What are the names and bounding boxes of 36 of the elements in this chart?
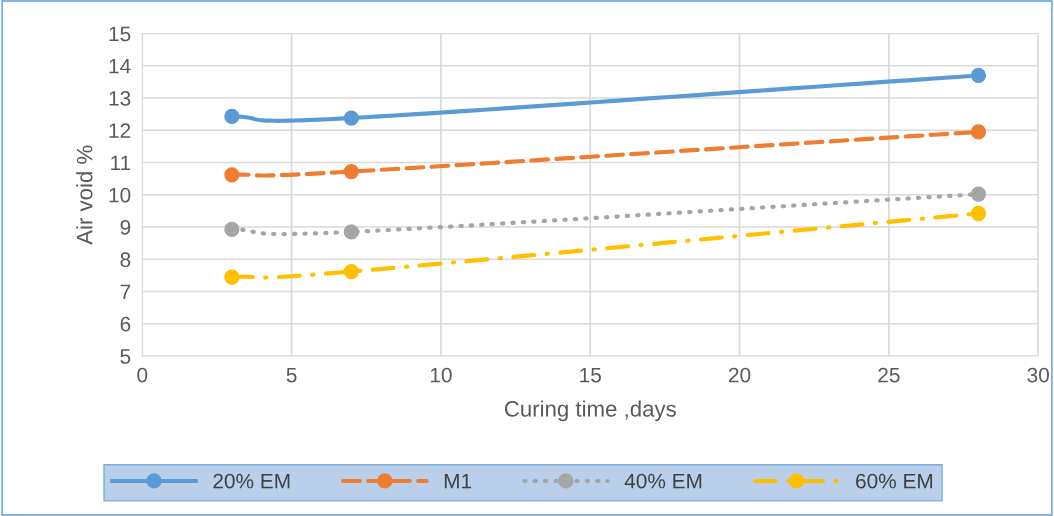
point	[970, 186, 987, 202]
y-tick-label: 6	[120, 316, 131, 332]
y-tick-label: 5	[120, 349, 131, 364]
point	[970, 67, 987, 84]
x-tick-label: 30	[1027, 367, 1049, 383]
x-tick-label: 0	[137, 367, 148, 383]
point	[343, 224, 359, 240]
x-tick-label: 5	[286, 367, 297, 383]
y-tick-label: 10	[109, 187, 131, 203]
point	[224, 167, 240, 183]
x-tick-label: 15	[580, 367, 601, 383]
legend-label: 60% EM	[856, 473, 933, 489]
point	[343, 163, 359, 180]
point	[970, 205, 987, 222]
x-axis-title: Curing time ,days	[504, 400, 676, 422]
legend-label: 20% EM	[213, 473, 290, 489]
y-tick-label: 13	[109, 91, 131, 106]
point	[970, 124, 987, 140]
point	[343, 110, 359, 126]
x-tick-label: 25	[878, 367, 900, 383]
y-axis-title: Air void %	[76, 145, 93, 245]
y-tick-label: 12	[109, 123, 131, 138]
point	[343, 263, 359, 280]
y-tick-label: 11	[111, 155, 131, 171]
x-tick-label: 20	[729, 367, 751, 383]
y-tick-label: 15	[109, 26, 131, 42]
y-tick-label: 9	[120, 220, 131, 235]
legend-label: 40% EM	[624, 473, 702, 489]
point	[224, 108, 240, 125]
y-tick-label: 14	[109, 59, 131, 74]
x-tick-label: 10	[430, 367, 452, 383]
y-tick-label: 7	[120, 284, 131, 300]
point	[224, 221, 240, 237]
y-tick-label: 8	[120, 252, 131, 268]
point	[224, 269, 240, 285]
legend-label: M1	[444, 473, 472, 489]
